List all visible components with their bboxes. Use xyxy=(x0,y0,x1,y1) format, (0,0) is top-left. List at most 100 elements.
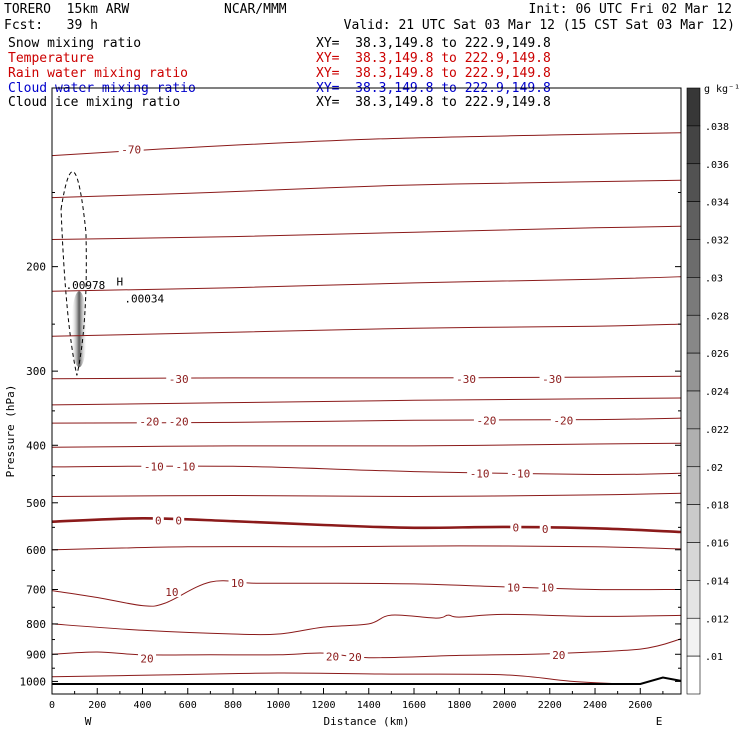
colorbar-label: .024 xyxy=(705,387,729,398)
isotherm-label: -10 xyxy=(176,460,196,473)
isotherm-label: 0 xyxy=(542,523,549,536)
isotherm-label: -20 xyxy=(139,416,159,429)
field-xy: XY= 38.3,149.8 to 222.9,149.8 xyxy=(316,36,551,51)
colorbar-segment xyxy=(686,125,701,165)
cloud-annotation: H xyxy=(116,275,123,288)
header-org: NCAR/MMM xyxy=(224,2,287,17)
y-tick-label: 300 xyxy=(26,365,46,378)
isotherm-label-bg xyxy=(166,414,192,427)
isotherm-label-bg xyxy=(173,513,185,526)
isotherm-label-bg xyxy=(162,585,181,598)
colorbar-segment xyxy=(686,163,701,202)
colorbar-label: .028 xyxy=(705,311,729,322)
direction-east: E xyxy=(656,715,663,728)
colorbar-label: .036 xyxy=(705,160,729,171)
cloud-annotation: .00034 xyxy=(124,293,164,306)
y-tick-label: 900 xyxy=(26,648,46,661)
x-tick-label: 2600 xyxy=(628,700,652,711)
isotherm-label: -10 xyxy=(470,467,490,480)
y-tick-label: 1000 xyxy=(20,675,47,688)
x-tick-label: 1600 xyxy=(402,700,426,711)
isotherm-label-bg xyxy=(172,459,198,472)
isotherm-label: -20 xyxy=(476,414,496,427)
isotherm-label-bg xyxy=(136,414,162,427)
x-tick-label: 1200 xyxy=(311,700,335,711)
header-valid: Valid: 21 UTC Sat 03 Mar 12 (15 CST Sat … xyxy=(343,18,735,33)
isotherm--35 xyxy=(51,323,682,337)
isotherm-10 xyxy=(51,580,682,607)
colorbar-label: .032 xyxy=(705,236,729,247)
isotherm-label-bg xyxy=(473,413,499,426)
field-xy: XY= 38.3,149.8 to 222.9,149.8 xyxy=(316,51,551,66)
field-xy: XY= 38.3,149.8 to 222.9,149.8 xyxy=(316,95,551,110)
isotherm-label-bg xyxy=(550,413,576,426)
isotherm-label-bg xyxy=(467,466,493,479)
colorbar-segment xyxy=(686,580,701,619)
colorbar-label: .014 xyxy=(705,576,729,587)
colorbar-label: .016 xyxy=(705,539,729,550)
isotherm--70 xyxy=(51,132,682,157)
y-tick-label: 600 xyxy=(26,544,46,557)
x-tick-label: 1400 xyxy=(357,700,381,711)
direction-west: W xyxy=(85,715,92,728)
isotherm-label: -30 xyxy=(169,373,189,386)
field-name: Snow mixing ratio xyxy=(8,36,142,51)
isotherm-label: 0 xyxy=(513,521,520,534)
isotherm-label-bg xyxy=(507,466,533,479)
colorbar-label: .03 xyxy=(705,273,723,284)
isotherm--25 xyxy=(51,397,682,406)
isotherm-label-bg xyxy=(228,575,247,588)
cloud-water-contour xyxy=(60,171,87,376)
x-tick-label: 400 xyxy=(133,700,151,711)
colorbar-label: .038 xyxy=(705,122,729,133)
field-name: Temperature xyxy=(8,51,95,66)
isotherm-label-bg xyxy=(549,647,568,660)
header-fcst: Fcst: 39 h xyxy=(4,18,98,33)
colorbar-segment xyxy=(686,466,701,505)
isotherm-label: 10 xyxy=(507,581,520,594)
isotherm-label-bg xyxy=(138,651,157,664)
isotherm-label: -30 xyxy=(456,373,476,386)
colorbar-segment xyxy=(686,504,701,543)
field-name: Cloud water mixing ratio xyxy=(8,81,196,96)
colorbar-segment xyxy=(686,277,701,316)
colorbar-segment xyxy=(686,655,701,695)
y-tick-label: 700 xyxy=(26,584,46,597)
colorbar-label: .026 xyxy=(705,349,729,360)
colorbar-segment xyxy=(686,352,701,392)
field-xy: XY= 38.3,149.8 to 222.9,149.8 xyxy=(316,66,551,81)
y-tick-label: 400 xyxy=(26,439,46,452)
cloud-ice-shading xyxy=(71,291,88,368)
colorbar-segment xyxy=(686,428,701,468)
isotherm-15 xyxy=(51,613,682,636)
isotherm--50 xyxy=(51,225,682,240)
isotherm-label-bg xyxy=(141,459,167,472)
x-tick-label: 1000 xyxy=(266,700,290,711)
isotherm-label: 20 xyxy=(326,650,339,663)
isotherm-label-bg xyxy=(152,513,164,526)
colorbar-unit: g kg⁻¹ xyxy=(704,84,740,95)
x-tick-label: 200 xyxy=(88,700,106,711)
plot-frame xyxy=(51,87,682,695)
isotherm-label-bg xyxy=(538,580,557,593)
x-tick-label: 1800 xyxy=(447,700,471,711)
x-tick-label: 800 xyxy=(224,700,242,711)
colorbar-segment xyxy=(686,239,701,278)
colorbar-label: .02 xyxy=(705,463,723,474)
isotherm-25 xyxy=(51,672,618,685)
isotherm--40 xyxy=(51,276,682,292)
colorbar-segment xyxy=(686,617,701,657)
isotherm--15 xyxy=(51,442,682,448)
isotherm-label-bg xyxy=(510,520,522,533)
isotherm-label-bg xyxy=(323,649,342,662)
isotherm-label-bg xyxy=(539,371,565,384)
x-tick-label: 600 xyxy=(179,700,197,711)
header-init: Init: 06 UTC Fri 02 Mar 12 xyxy=(528,2,733,17)
isotherm-label-bg xyxy=(346,650,365,663)
colorbar-label: .018 xyxy=(705,501,729,512)
isotherm-label: 0 xyxy=(155,515,162,528)
colorbar-segment xyxy=(686,201,701,240)
isotherm-5 xyxy=(51,545,682,551)
x-tick-label: 0 xyxy=(49,700,55,711)
